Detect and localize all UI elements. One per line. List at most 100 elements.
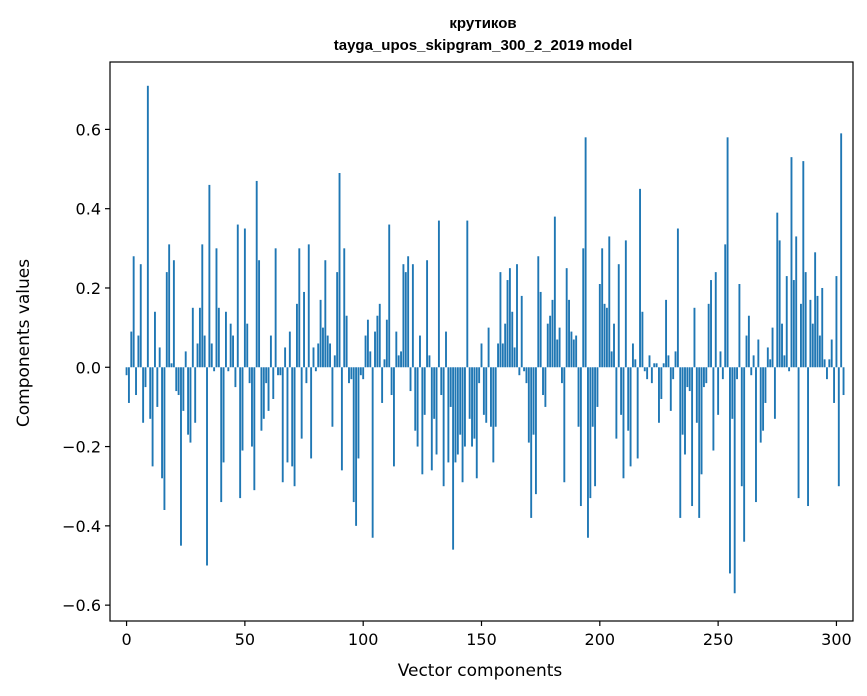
bar-253 (724, 244, 727, 368)
bar-176 (542, 367, 544, 396)
bar-214 (631, 343, 634, 368)
bar-281 (790, 157, 793, 368)
bar-163 (511, 311, 514, 368)
y-tick-label: 0.0 (76, 358, 101, 377)
bar-154 (490, 367, 492, 427)
bar-69 (288, 331, 291, 368)
bar-130 (433, 367, 436, 419)
bar-25 (184, 351, 187, 368)
bar-217 (639, 188, 641, 368)
bar-84 (324, 260, 327, 368)
bar-236 (684, 367, 686, 455)
bar-166 (518, 367, 521, 376)
bar-177 (544, 367, 547, 407)
chart-subtitle: tayga_upos_skipgram_300_2_2019 model (334, 37, 633, 54)
bar-278 (783, 355, 786, 368)
bar-276 (778, 240, 781, 368)
bar-13 (156, 367, 159, 407)
bar-67 (284, 347, 287, 368)
bar-237 (686, 367, 689, 388)
bar-55 (255, 180, 258, 368)
bar-302 (840, 133, 843, 368)
bar-127 (426, 260, 429, 368)
bar-248 (712, 367, 715, 451)
bar-282 (792, 280, 795, 368)
x-tick-label: 50 (235, 630, 255, 649)
bar-27 (189, 367, 192, 443)
y-tick-label: 0.6 (76, 120, 101, 139)
bar-211 (624, 240, 627, 368)
bar-95 (350, 367, 353, 380)
bar-126 (423, 367, 426, 415)
bar-41 (222, 367, 225, 463)
bar-93 (345, 315, 348, 368)
bar-87 (331, 367, 334, 427)
bar-32 (201, 244, 204, 368)
bar-40 (220, 367, 223, 503)
bar-189 (572, 339, 575, 368)
bar-52 (248, 367, 251, 384)
bar-138 (452, 367, 455, 550)
bar-15 (161, 367, 163, 479)
bar-153 (487, 327, 490, 368)
bar-34 (206, 367, 208, 566)
bar-243 (700, 367, 703, 475)
bar-303 (842, 367, 845, 396)
bar-200 (598, 284, 601, 368)
bar-202 (603, 303, 606, 368)
bar-258 (736, 367, 738, 380)
bar-66 (281, 367, 284, 483)
bar-42 (225, 311, 227, 368)
bar-213 (629, 367, 632, 467)
bar-79 (312, 347, 315, 368)
bar-178 (546, 323, 549, 368)
bar-185 (563, 367, 566, 483)
bar-270 (764, 367, 767, 403)
bar-23 (180, 367, 182, 546)
bar-228 (665, 299, 668, 368)
bar-48 (239, 367, 242, 499)
y-tick-label: −0.2 (62, 438, 101, 457)
bar-171 (530, 367, 533, 518)
bar-21 (175, 367, 178, 392)
bar-28 (191, 307, 194, 368)
bar-188 (570, 331, 573, 368)
bar-145 (468, 367, 471, 419)
bar-210 (622, 367, 625, 479)
bar-298 (830, 339, 833, 368)
bar-280 (788, 367, 791, 372)
bar-201 (601, 248, 604, 368)
bar-112 (390, 367, 393, 396)
bar-288 (807, 367, 809, 507)
bar-35 (208, 184, 211, 368)
bar-277 (781, 323, 783, 368)
bar-257 (733, 367, 736, 594)
bar-294 (821, 287, 824, 368)
bar-254 (726, 137, 729, 368)
bar-33 (203, 335, 206, 368)
bar-110 (385, 319, 388, 368)
bar-140 (456, 367, 459, 455)
bar-36 (210, 343, 213, 368)
bar-165 (516, 264, 518, 368)
bar-269 (762, 367, 765, 431)
bar-81 (317, 343, 320, 368)
bar-30 (196, 343, 199, 368)
bar-70 (291, 367, 294, 467)
bar-287 (804, 272, 807, 368)
bar-271 (766, 347, 769, 368)
bar-226 (660, 367, 663, 399)
bar-1 (127, 367, 130, 403)
bar-86 (329, 343, 331, 368)
bar-191 (577, 367, 580, 427)
bar-175 (539, 291, 542, 368)
bar-3 (132, 256, 135, 368)
bar-94 (348, 367, 350, 384)
bar-65 (279, 367, 282, 376)
bar-245 (705, 367, 708, 384)
bar-263 (747, 315, 750, 368)
bar-190 (575, 335, 578, 368)
bar-129 (430, 367, 433, 471)
bar-124 (419, 335, 421, 368)
